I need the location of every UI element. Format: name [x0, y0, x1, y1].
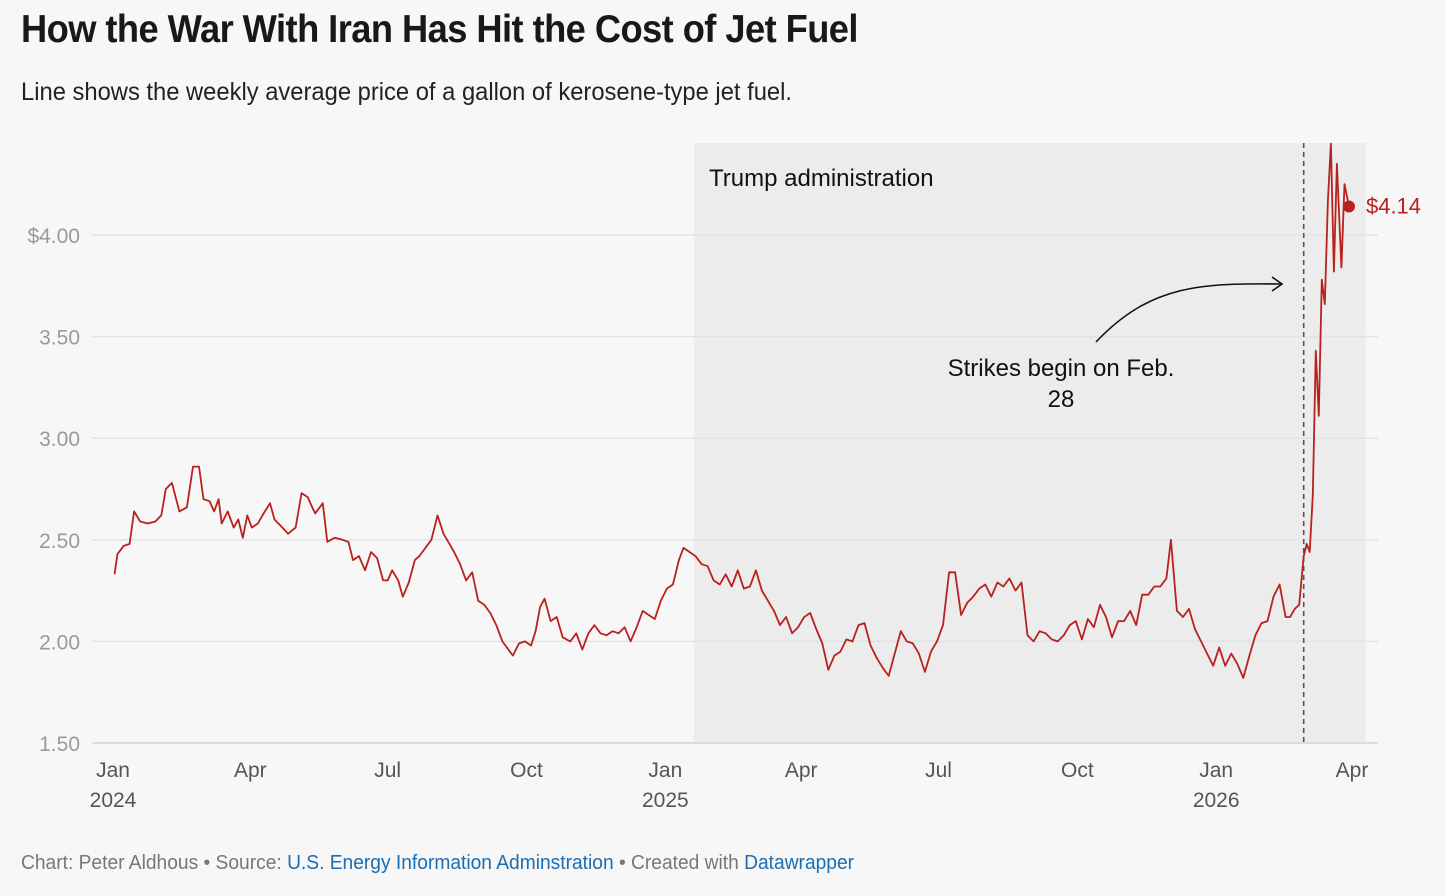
y-tick-label: 3.50	[39, 327, 80, 350]
chart-title: How the War With Iran Has Hit the Cost o…	[21, 8, 858, 51]
end-point-marker	[1342, 200, 1355, 213]
y-tick-label: 2.50	[39, 530, 80, 553]
x-tick-label: Jan	[648, 759, 682, 782]
x-tick-label: Jan	[1199, 759, 1233, 782]
price-line	[113, 142, 1350, 679]
x-tick-label: Apr	[1336, 759, 1369, 782]
footer-created: • Created with	[613, 852, 745, 874]
x-tick-label: Jan	[96, 759, 130, 782]
y-tick-label: $4.00	[27, 225, 80, 248]
x-tick-year: 2025	[642, 789, 689, 812]
x-tick-year: 2024	[90, 789, 137, 812]
x-tick-label: Oct	[510, 759, 543, 782]
trump-administration-shade	[694, 143, 1366, 743]
x-tick-label: Apr	[234, 759, 267, 782]
footer-credit: Chart: Peter Aldhous • Source:	[21, 852, 288, 874]
strikes-annotation-text: 28	[1048, 386, 1075, 413]
x-tick-year: 2026	[1193, 789, 1240, 812]
x-tick-label: Jul	[925, 759, 952, 782]
y-tick-label: 1.50	[39, 733, 80, 756]
x-tick-label: Oct	[1061, 759, 1094, 782]
x-tick-label: Apr	[785, 759, 818, 782]
shade-label: Trump administration	[709, 165, 934, 192]
y-tick-label: 3.00	[39, 428, 80, 451]
chart-footer: Chart: Peter Aldhous • Source: U.S. Ener…	[21, 852, 854, 875]
x-tick-label: Jul	[374, 759, 401, 782]
datawrapper-link[interactable]: Datawrapper	[744, 852, 855, 874]
arrow-head-icon	[1271, 276, 1284, 292]
end-value-label: $4.14	[1366, 194, 1421, 219]
chart-subtitle: Line shows the weekly average price of a…	[21, 78, 793, 106]
annotation-arrow	[1095, 283, 1282, 343]
y-tick-label: 2.00	[39, 631, 80, 654]
strikes-annotation-text: Strikes begin on Feb.	[948, 355, 1175, 382]
source-link[interactable]: U.S. Energy Information Adminstration	[287, 852, 614, 874]
